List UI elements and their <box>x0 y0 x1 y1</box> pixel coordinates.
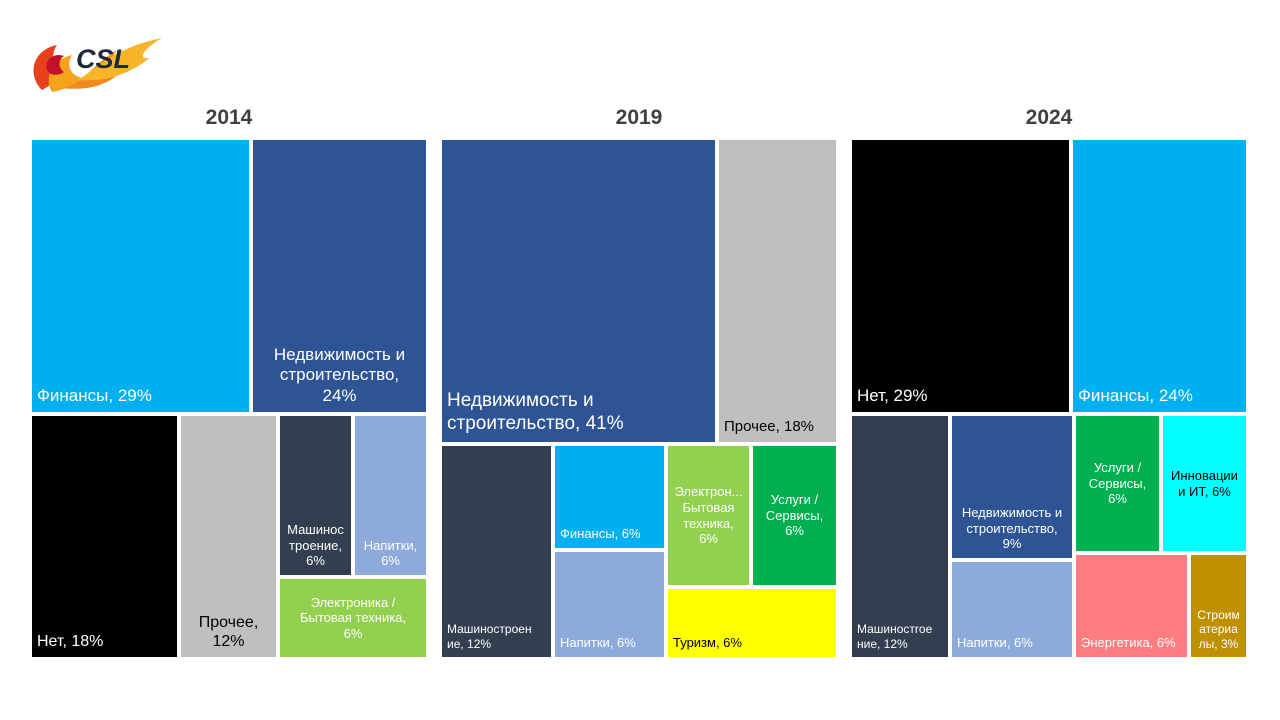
treemap-tile-label: Финансы, 6% <box>560 526 641 542</box>
treemap-tile-label: Электроника / Бытовая техника, 6% <box>299 594 407 641</box>
treemap-tile-2014-net: Нет, 18% <box>30 414 179 659</box>
treemap-tile-label: Недвижимость и строительство, 9% <box>961 505 1063 552</box>
treemap-tile-label: Недвижимость и строительство, 24% <box>273 344 406 405</box>
treemap-tile-label: Услуги / Сервисы, 6% <box>1088 460 1147 507</box>
csl-flame-icon <box>33 38 162 92</box>
treemap-tile-2024-finansy: Финансы, 24% <box>1071 138 1248 414</box>
treemap-tile-2024-energetika: Энергетика, 6% <box>1074 553 1189 659</box>
treemap-tile-label: Нет, 29% <box>857 385 928 405</box>
treemap-tile-2014-elektronika-bytovaya-tehnika: Электроника / Бытовая техника, 6% <box>278 577 428 659</box>
treemap-tile-2024-mashinostroenie: Машиностroe ние, 12% <box>850 414 950 659</box>
treemap-tile-label: Машиностroe ние, 12% <box>857 622 933 651</box>
treemap-tile-2024-nedvizhimost-i-stroitelstvo: Недвижимость и строительство, 9% <box>950 414 1074 560</box>
treemap-tile-2019-finansy: Финансы, 6% <box>553 444 666 550</box>
treemap-tile-2019-mashinostroenie: Машиностроен ие, 12% <box>440 444 553 659</box>
treemap-tile-label: Инновации и ИТ, 6% <box>1171 467 1238 499</box>
treemap-tile-label: Туризм, 6% <box>673 635 742 651</box>
treemap-tile-2024-uslugi-servisy: Услуги / Сервисы, 6% <box>1074 414 1161 553</box>
treemap-2019: Недвижимость и строительство, 41% Прочее,… <box>440 138 838 659</box>
treemap-tile-label: Напитки, 6% <box>560 635 636 651</box>
treemap-tile-2019-turizm: Туризм, 6% <box>666 587 838 659</box>
treemap-tile-label: Напитки, 6% <box>363 537 418 569</box>
treemap-tile-2014-prochee: Прочее, 12% <box>179 414 278 659</box>
treemap-tile-label: Машинос троение, 6% <box>287 522 344 569</box>
treemap-tile-2024-stroymaterialy: Строим атериа лы, 3% <box>1189 553 1248 659</box>
treemap-tile-label: Недвижимость и строительство, 41% <box>447 390 624 435</box>
treemap-tile-2019-elektronika-bytovaya-tehnika: Электрон... Бытовая техника, 6% <box>666 444 751 587</box>
treemap-tile-label: Строим атериа лы, 3% <box>1197 607 1240 651</box>
treemap-tile-2014-mashinostroenie: Машинос троение, 6% <box>278 414 353 577</box>
chart-title-2014: 2014 <box>205 106 253 129</box>
treemap-2014: Финансы, 29% Недвижимость и строительство… <box>30 138 428 659</box>
treemap-tile-label: Финансы, 29% <box>37 385 152 405</box>
treemap-tile-label: Финансы, 24% <box>1078 385 1193 405</box>
chart-title-2024: 2024 <box>1025 106 1073 129</box>
treemap-tile-label: Энергетика, 6% <box>1081 635 1176 651</box>
treemap-tile-2019-napitki: Напитки, 6% <box>553 550 666 659</box>
csl-logo-text: CSL <box>76 44 130 74</box>
treemap-tile-2019-prochee: Прочее, 18% <box>717 138 838 444</box>
treemap-tile-label: Прочее, 18% <box>724 418 814 435</box>
treemap-tile-label: Напитки, 6% <box>957 635 1033 651</box>
treemap-tile-2019-nedvizhimost-i-stroitelstvo: Недвижимость и строительство, 41% <box>440 138 717 444</box>
treemap-2024: Нет, 29% Финансы, 24% Машиностroe ние, 12%… <box>850 138 1248 659</box>
treemap-tile-2024-napitki: Напитки, 6% <box>950 560 1074 659</box>
treemap-tile-label: Электрон... Бытовая техника, 6% <box>674 484 743 547</box>
treemap-tile-2024-innovatsii-i-it: Инновации и ИТ, 6% <box>1161 414 1248 553</box>
treemap-tile-label: Услуги / Сервисы, 6% <box>765 492 824 539</box>
treemap-tile-label: Прочее, 12% <box>198 613 259 650</box>
chart-title-2019: 2019 <box>615 106 663 129</box>
treemap-tile-label: Машиностроен ие, 12% <box>447 622 532 651</box>
treemap-tile-2014-finansy: Финансы, 29% <box>30 138 251 414</box>
treemap-tile-2024-net: Нет, 29% <box>850 138 1071 414</box>
treemap-tile-label: Нет, 18% <box>37 632 104 650</box>
treemap-tile-2014-napitki: Напитки, 6% <box>353 414 428 577</box>
treemap-tile-2014-nedvizhimost-i-stroitelstvo: Недвижимость и строительство, 24% <box>251 138 428 414</box>
treemap-tile-2019-uslugi-servisy: Услуги / Сервисы, 6% <box>751 444 838 587</box>
